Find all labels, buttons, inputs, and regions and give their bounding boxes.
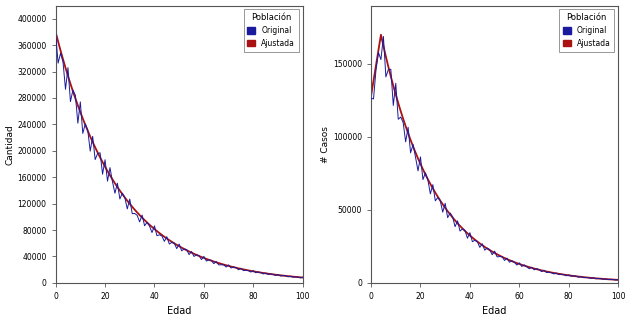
Original xyxy=(367,96,375,100)
Legend: Original, Ajustada: Original, Ajustada xyxy=(559,9,615,52)
Line: Original: Original xyxy=(371,36,618,280)
Original xyxy=(612,278,620,282)
Original xyxy=(483,246,491,250)
Ajustada xyxy=(483,247,491,251)
Line: Ajustada: Ajustada xyxy=(371,35,618,280)
Ajustada xyxy=(299,276,307,279)
Original xyxy=(297,276,304,280)
Ajustada xyxy=(69,89,77,93)
Original xyxy=(615,278,622,282)
Original xyxy=(299,275,307,279)
Ajustada xyxy=(615,278,622,282)
Ajustada xyxy=(432,191,439,194)
Ajustada xyxy=(387,74,394,78)
Line: Ajustada: Ajustada xyxy=(56,32,303,278)
Original xyxy=(380,34,387,38)
X-axis label: Edad: Edad xyxy=(167,307,191,317)
Ajustada xyxy=(225,264,232,268)
Ajustada xyxy=(52,30,59,34)
Original xyxy=(200,254,208,258)
Line: Original: Original xyxy=(56,33,303,278)
Original xyxy=(432,199,439,203)
Ajustada xyxy=(543,270,550,273)
Ajustada xyxy=(237,267,245,271)
Ajustada xyxy=(518,263,526,267)
Ajustada xyxy=(200,256,208,260)
Original xyxy=(555,273,563,277)
Original xyxy=(237,266,245,270)
Original xyxy=(387,67,394,71)
Ajustada xyxy=(165,238,173,242)
Original xyxy=(114,181,121,185)
Legend: Original, Ajustada: Original, Ajustada xyxy=(244,9,299,52)
Ajustada xyxy=(377,33,385,37)
Original xyxy=(165,242,173,246)
Original xyxy=(543,270,550,274)
Y-axis label: # Casos: # Casos xyxy=(321,126,330,163)
Original xyxy=(518,265,526,269)
Original xyxy=(225,263,232,267)
Original xyxy=(52,31,59,35)
Original xyxy=(69,88,77,92)
Y-axis label: Cantidad: Cantidad xyxy=(6,124,15,165)
Ajustada xyxy=(555,272,563,276)
X-axis label: Edad: Edad xyxy=(483,307,507,317)
Ajustada xyxy=(114,185,121,189)
Ajustada xyxy=(367,94,375,98)
